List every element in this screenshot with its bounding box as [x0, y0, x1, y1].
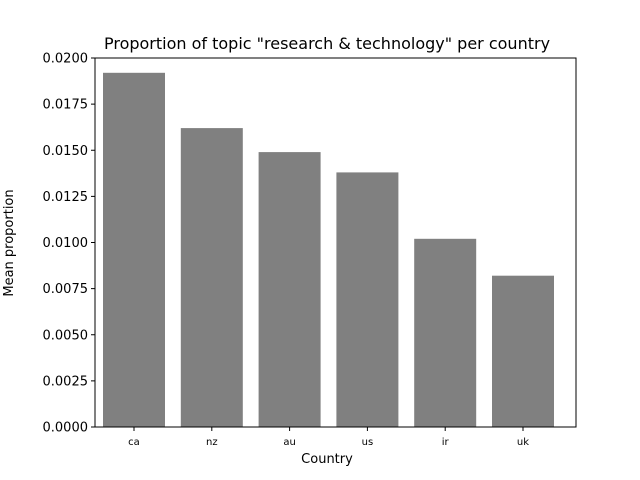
bar-ca [103, 72, 165, 428]
bar-us [336, 172, 399, 427]
y-tick-label-7: 0.0175 [43, 98, 89, 113]
y-tick-label-5: 0.0125 [43, 190, 89, 205]
y-axis: 0.0000 0.0025 0.0050 0.0075 0.0100 0.0125 0.01… [43, 52, 95, 436]
bar-uk [492, 275, 554, 427]
chart-title: Proportion of topic "research & technolo… [104, 34, 550, 53]
x-tick-label-us: us [362, 437, 374, 448]
x-axis-label: Country [301, 452, 353, 467]
x-tick-label-ir: ir [442, 437, 450, 448]
x-tick-label-uk: uk [517, 437, 529, 448]
y-tick-label-1: 0.0025 [43, 374, 89, 389]
bar-au [258, 152, 321, 427]
x-tick-label-ca: ca [128, 437, 140, 448]
bar-ir [414, 238, 477, 427]
x-tick-label-au: au [283, 437, 295, 448]
bar-nz [180, 128, 243, 427]
y-tick-label-6: 0.0150 [43, 144, 89, 159]
y-tick-label-2: 0.0050 [43, 328, 89, 343]
y-axis-label: Mean proportion [2, 189, 17, 296]
y-tick-label-4: 0.0100 [43, 236, 89, 251]
y-tick-label-8: 0.0200 [43, 52, 89, 67]
plot-frame [94, 57, 577, 428]
y-tick-label-0: 0.0000 [43, 421, 89, 436]
y-tick-label-3: 0.0075 [43, 282, 89, 297]
x-axis: ca nz au us ir uk [128, 427, 529, 448]
bars-group [103, 72, 554, 428]
x-tick-label-nz: nz [206, 437, 218, 448]
